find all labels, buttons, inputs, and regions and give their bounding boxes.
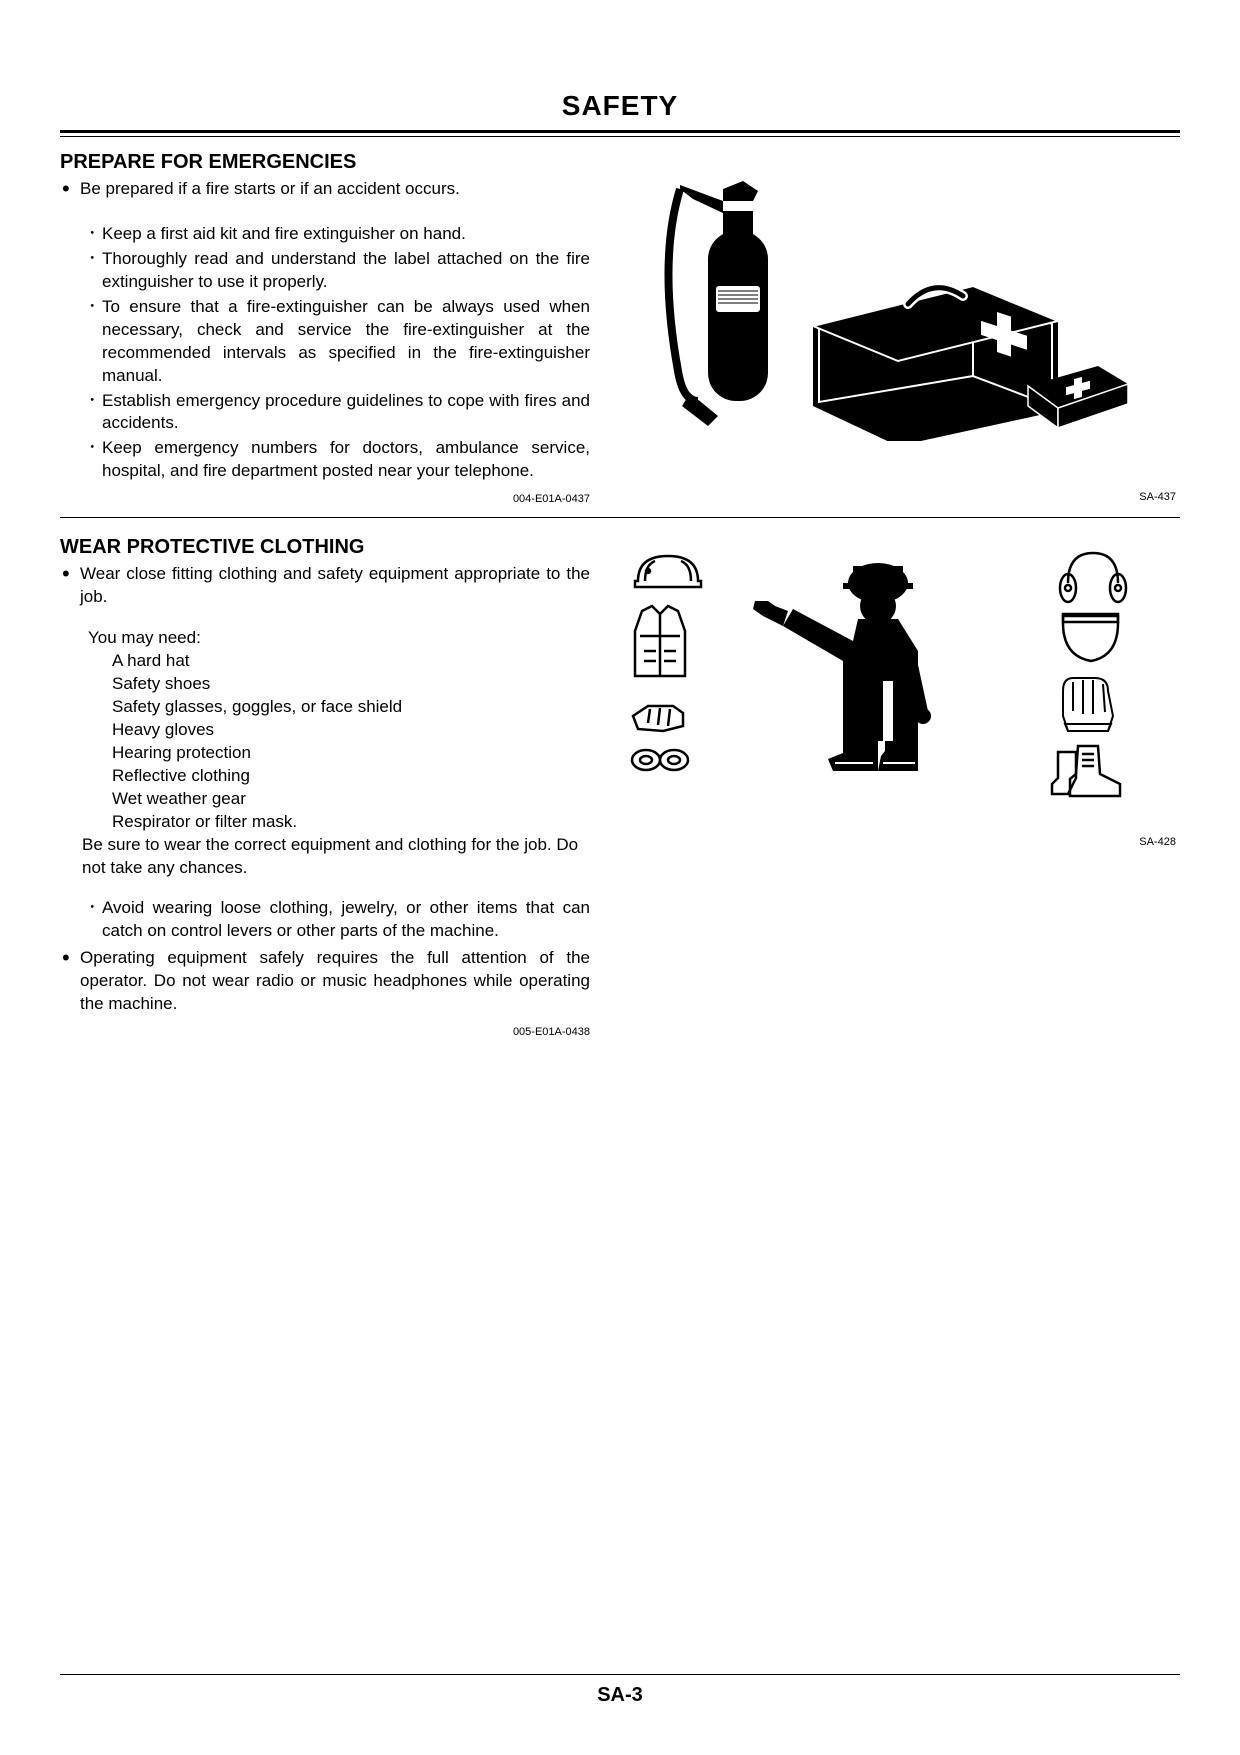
title-rule bbox=[60, 130, 1180, 137]
section1-intro: • Be prepared if a fire starts or if an … bbox=[62, 178, 590, 201]
section2-sub-item-text: Avoid wearing loose clothing, jewelry, o… bbox=[102, 897, 590, 943]
section1-item: ･To ensure that a fire-extinguisher can … bbox=[88, 296, 590, 388]
need-item: Hearing protection bbox=[112, 742, 590, 765]
page-title: SAFETY bbox=[60, 90, 1180, 130]
section1-item-text: Establish emergency procedure guidelines… bbox=[102, 390, 590, 436]
section1-text-column: PREPARE FOR EMERGENCIES • Be prepared if… bbox=[60, 151, 590, 509]
section1-doc-code: 004-E01A-0437 bbox=[60, 493, 590, 505]
section2-fig-label: SA-428 bbox=[1139, 836, 1176, 848]
need-item: Wet weather gear bbox=[112, 788, 590, 811]
section1-figure-column: SA-437 bbox=[618, 151, 1180, 509]
section1-heading: PREPARE FOR EMERGENCIES bbox=[60, 151, 590, 174]
section2-need-intro: You may need: bbox=[88, 627, 590, 650]
section2-final-text: Operating equipment safely requires the … bbox=[80, 947, 590, 1016]
section-prepare-emergencies: PREPARE FOR EMERGENCIES • Be prepared if… bbox=[60, 151, 1180, 518]
section1-fig-label: SA-437 bbox=[1139, 491, 1176, 503]
section1-item-text: Keep emergency numbers for doctors, ambu… bbox=[102, 437, 590, 483]
fire-extinguisher-kit-icon bbox=[618, 151, 1138, 441]
section2-intro: • Wear close fitting clothing and safety… bbox=[62, 563, 590, 609]
need-item: A hard hat bbox=[112, 650, 590, 673]
section1-item: ･Keep emergency numbers for doctors, amb… bbox=[88, 437, 590, 483]
protective-clothing-icon bbox=[618, 536, 1138, 836]
need-item: Respirator or filter mask. bbox=[112, 811, 590, 834]
section1-item-text: Thoroughly read and understand the label… bbox=[102, 248, 590, 294]
section2-text-column: WEAR PROTECTIVE CLOTHING • Wear close fi… bbox=[60, 536, 590, 1042]
section2-sub-item: ･Avoid wearing loose clothing, jewelry, … bbox=[88, 897, 590, 943]
section2-heading: WEAR PROTECTIVE CLOTHING bbox=[60, 536, 590, 559]
section1-item-text: To ensure that a fire-extinguisher can b… bbox=[102, 296, 590, 388]
need-item: Safety shoes bbox=[112, 673, 590, 696]
need-item: Reflective clothing bbox=[112, 765, 590, 788]
need-item: Heavy gloves bbox=[112, 719, 590, 742]
section1-item-text: Keep a first aid kit and fire extinguish… bbox=[102, 223, 590, 246]
section2-final: • Operating equipment safely requires th… bbox=[62, 947, 590, 1016]
section1-item: ･Thoroughly read and understand the labe… bbox=[88, 248, 590, 294]
section2-need-list: A hard hat Safety shoes Safety glasses, … bbox=[112, 650, 590, 834]
section1-intro-text: Be prepared if a fire starts or if an ac… bbox=[80, 178, 590, 201]
bullet-mark: • bbox=[62, 563, 80, 609]
section1-item: ･Establish emergency procedure guideline… bbox=[88, 390, 590, 436]
bullet-mark: • bbox=[62, 178, 80, 201]
bullet-mark: • bbox=[62, 947, 80, 1016]
section-protective-clothing: WEAR PROTECTIVE CLOTHING • Wear close fi… bbox=[60, 536, 1180, 1050]
section2-closing: Be sure to wear the correct equipment an… bbox=[82, 834, 590, 880]
section2-intro-text: Wear close fitting clothing and safety e… bbox=[80, 563, 590, 609]
footer-rule bbox=[60, 1674, 1180, 1675]
need-item: Safety glasses, goggles, or face shield bbox=[112, 696, 590, 719]
section2-figure-column: SA-428 bbox=[618, 536, 1180, 1042]
section1-item: ･Keep a first aid kit and fire extinguis… bbox=[88, 223, 590, 246]
section2-doc-code: 005-E01A-0438 bbox=[60, 1026, 590, 1038]
section2-needs-block: You may need: A hard hat Safety shoes Sa… bbox=[88, 627, 590, 879]
page-number: SA-3 bbox=[0, 1684, 1240, 1707]
